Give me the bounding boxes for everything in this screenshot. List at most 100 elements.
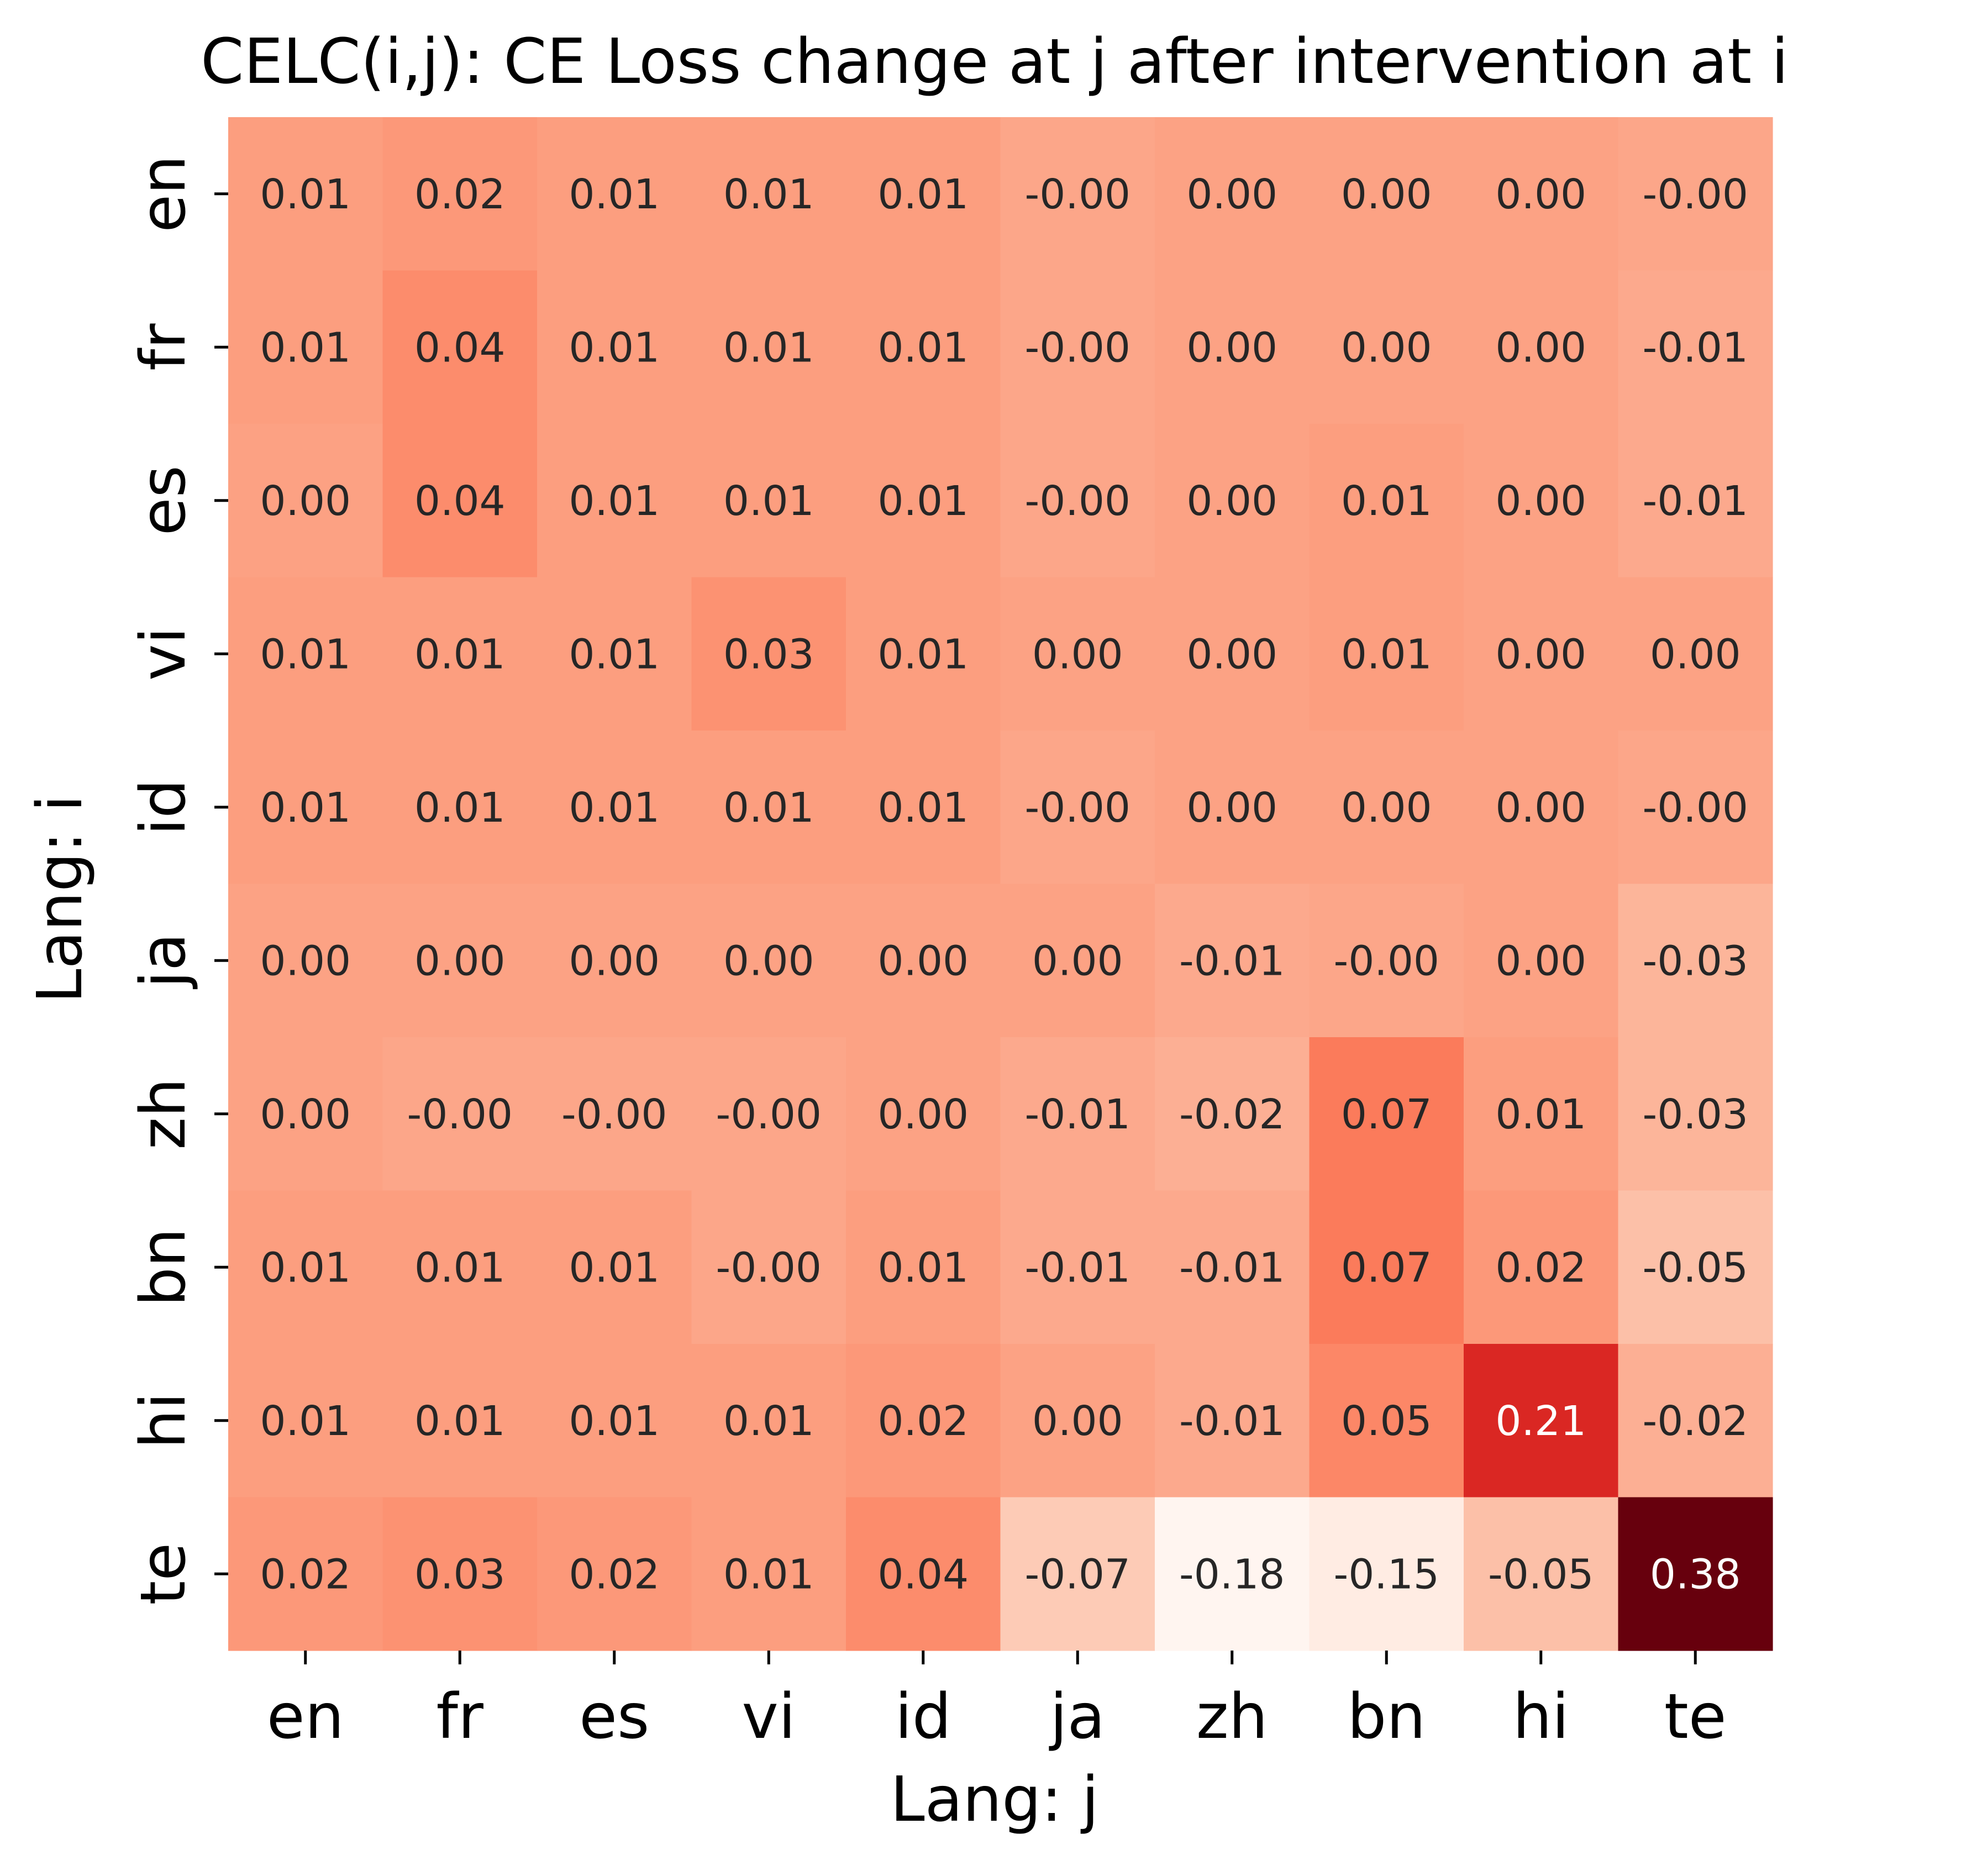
heatmap-cell xyxy=(382,1037,538,1191)
heatmap-cell xyxy=(1309,1190,1464,1344)
heatmap-cell xyxy=(1618,1190,1773,1344)
cell-value-label: 0.00 xyxy=(1186,324,1277,371)
cell-value-label: -0.18 xyxy=(1179,1551,1285,1598)
heatmap-cell xyxy=(1309,1497,1464,1651)
cell-value-label: 0.01 xyxy=(260,1244,351,1291)
cell-value-label: 0.00 xyxy=(1495,784,1586,832)
cell-value-label: 0.00 xyxy=(877,1091,969,1138)
heatmap-cell xyxy=(1309,731,1464,885)
heatmap-cell xyxy=(537,270,692,424)
heatmap-cell xyxy=(1309,1037,1464,1191)
cell-value-label: 0.00 xyxy=(1032,1397,1123,1445)
heatmap-cell xyxy=(382,270,538,424)
cell-value-label: -0.00 xyxy=(1025,171,1131,218)
cell-value-label: 0.03 xyxy=(723,630,814,678)
cell-value-label: 0.01 xyxy=(569,1397,660,1445)
heatmap-cell xyxy=(382,424,538,578)
heatmap-cell xyxy=(1155,117,1310,271)
heatmap-cell xyxy=(1155,270,1310,424)
cell-value-label: 0.07 xyxy=(1341,1244,1432,1291)
cell-value-label: 0.00 xyxy=(1495,171,1586,218)
heatmap-cell xyxy=(537,884,692,1038)
heatmap-cell xyxy=(1464,577,1619,731)
heatmap-cell xyxy=(537,1344,692,1498)
heatmap-cell xyxy=(537,1497,692,1651)
heatmap-cell xyxy=(1155,1497,1310,1651)
cell-value-label: -0.01 xyxy=(1179,1397,1285,1445)
heatmap-cell xyxy=(537,117,692,271)
y-axis-label: Lang: i xyxy=(24,795,96,1003)
cell-value-label: -0.01 xyxy=(1025,1244,1131,1291)
heatmap-cell xyxy=(1464,731,1619,885)
heatmap-cell xyxy=(1309,884,1464,1038)
cell-value-label: 0.01 xyxy=(414,630,506,678)
x-tick-label: es xyxy=(579,1681,649,1753)
cell-value-label: -0.00 xyxy=(716,1244,822,1291)
x-tick-label: vi xyxy=(742,1681,796,1753)
x-axis: en fr es vi id ja zh bn hi te xyxy=(267,1651,1727,1753)
heatmap-cell xyxy=(382,884,538,1038)
cell-value-label: 0.01 xyxy=(723,324,814,371)
heatmap-cell xyxy=(382,1190,538,1344)
cell-value-label: 0.00 xyxy=(260,477,351,525)
cell-value-label: 0.02 xyxy=(1495,1244,1586,1291)
heatmap-cell xyxy=(1464,117,1619,271)
cell-value-label: 0.01 xyxy=(569,171,660,218)
cell-value-label: 0.01 xyxy=(569,477,660,525)
cell-value-label: -0.00 xyxy=(1643,784,1748,832)
heatmap-cell xyxy=(691,1344,846,1498)
heatmap-cell xyxy=(1618,270,1773,424)
y-tick-label: bn xyxy=(128,1228,199,1306)
cell-value-label: 0.07 xyxy=(1341,1091,1432,1138)
cell-value-label: 0.00 xyxy=(1186,171,1277,218)
heatmap-cell xyxy=(382,577,538,731)
cell-value-label: -0.05 xyxy=(1488,1551,1594,1598)
cell-value-label: 0.01 xyxy=(877,1244,969,1291)
heatmap-cell xyxy=(537,424,692,578)
heatmap-cell xyxy=(1309,424,1464,578)
cell-value-label: 0.01 xyxy=(260,784,351,832)
cell-value-label: 0.00 xyxy=(1032,937,1123,985)
cell-value-label: -0.03 xyxy=(1643,1091,1748,1138)
cell-value-label: -0.01 xyxy=(1643,324,1748,371)
heatmap-cell xyxy=(1155,731,1310,885)
x-tick-label: bn xyxy=(1347,1681,1426,1753)
heatmap-cell xyxy=(1464,270,1619,424)
heatmap-cell xyxy=(537,1190,692,1344)
heatmap-cell xyxy=(1155,424,1310,578)
heatmap-cell xyxy=(1000,884,1155,1038)
cell-value-label: 0.00 xyxy=(1186,784,1277,832)
cell-value-label: -0.02 xyxy=(1179,1091,1285,1138)
cell-value-label: -0.00 xyxy=(1025,477,1131,525)
heatmap-cell xyxy=(537,1037,692,1191)
y-tick-label: ja xyxy=(128,933,199,990)
heatmap-cell xyxy=(691,1497,846,1651)
x-tick-label: hi xyxy=(1513,1681,1569,1753)
y-tick-label: fr xyxy=(128,323,199,371)
heatmap-cell xyxy=(1618,117,1773,271)
y-axis: en fr es vi id ja zh bn hi te xyxy=(128,155,228,1605)
heatmap-cell xyxy=(846,1344,1001,1498)
y-tick-label: te xyxy=(128,1543,199,1605)
cell-value-label: 0.01 xyxy=(877,784,969,832)
cell-value-label: 0.01 xyxy=(260,1397,351,1445)
cell-value-label: 0.01 xyxy=(877,171,969,218)
cell-value-label: 0.00 xyxy=(1032,630,1123,678)
cell-value-label: 0.02 xyxy=(569,1551,660,1598)
y-tick-label: hi xyxy=(128,1392,199,1449)
heatmap-cell xyxy=(846,1037,1001,1191)
y-tick-label: es xyxy=(128,465,199,535)
cell-value-label: 0.04 xyxy=(414,477,506,525)
heatmap-cell xyxy=(691,577,846,731)
cell-value-label: 0.01 xyxy=(414,1397,506,1445)
heatmap-cell xyxy=(691,270,846,424)
cell-value-label: -0.01 xyxy=(1179,937,1285,985)
heatmap-cell xyxy=(846,577,1001,731)
cell-value-label: -0.00 xyxy=(407,1091,513,1138)
heatmap-cell xyxy=(537,731,692,885)
heatmap-cell xyxy=(691,1037,846,1191)
heatmap-cell xyxy=(1618,884,1773,1038)
heatmap-cell xyxy=(228,577,383,731)
cell-value-label: -0.00 xyxy=(716,1091,822,1138)
x-axis-label: Lang: j xyxy=(890,1764,1099,1836)
